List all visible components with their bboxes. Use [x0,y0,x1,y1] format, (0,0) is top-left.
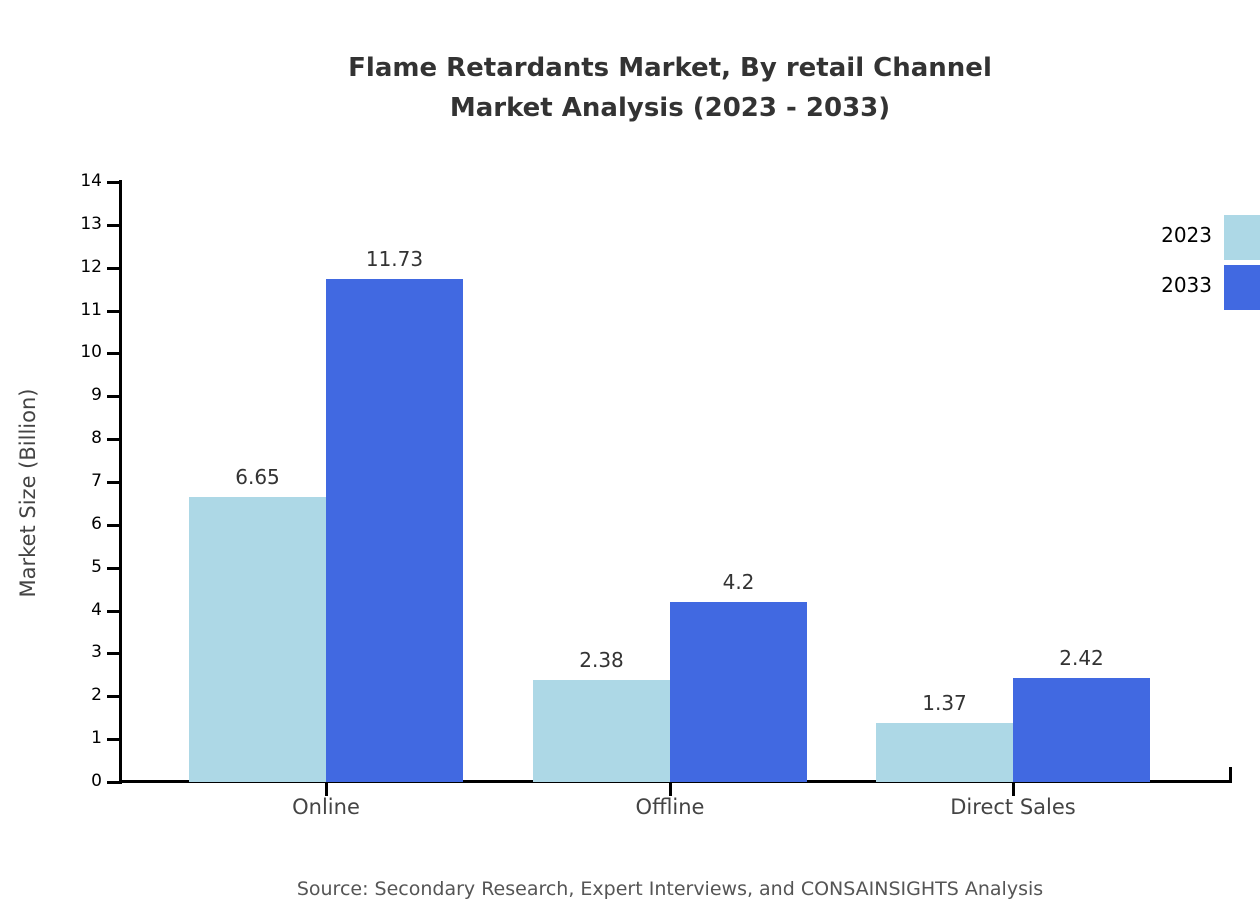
bar-value-label: 1.37 [922,691,967,716]
bar-value-label: 6.65 [235,465,280,489]
y-axis-tick-label: 7 [91,471,102,491]
y-axis-tick-label: 14 [80,171,102,191]
y-axis-tick-label: 12 [80,256,102,277]
bars-layer: 6.65 11.73 2.38 4.2 1.37 2.42 [0,182,1260,782]
chart-title-line-2: Market Analysis (2023 - 2033) [449,93,891,123]
y-axis-tick-label: 4 [91,599,102,620]
legend-item-2033[interactable]: 2033 [1120,265,1260,315]
chart-legend: 2023 2033 [1120,215,1260,315]
bar-value-label: 2.42 [1059,646,1104,671]
bar-offline-2033 [670,602,807,782]
y-axis-tick-label: 11 [80,299,102,320]
y-axis-spine [119,180,122,784]
y-axis-tick [107,181,120,184]
y-axis-tick [107,652,120,656]
y-axis-tick [107,266,120,270]
y-axis-tick-label: 8 [91,428,102,449]
y-axis-tick [107,738,120,742]
legend-item-2023[interactable]: 2023 [1120,215,1260,265]
y-axis-tick-label: 9 [91,385,102,406]
y-axis-tick-label: 1 [91,728,102,749]
legend-label: 2033 [1161,273,1212,297]
bar-offline-2023 [533,680,670,782]
y-axis-tick [107,609,120,613]
x-axis-tick-label: Direct Sales [950,795,1076,819]
bar-online-2023 [189,497,326,782]
y-axis-tick [107,223,120,227]
chart-title: Flame Retardants Market, By retail Chann… [0,48,1260,128]
bar-direct-sales-2033 [1013,678,1150,782]
y-axis-tick [107,566,120,570]
y-axis-tick [107,695,120,699]
y-axis-tick [107,309,120,313]
legend-swatch [1224,215,1260,260]
y-axis-tick [107,352,120,356]
source-note: Source: Secondary Research, Expert Inter… [296,878,1044,900]
y-axis-tick-label: 6 [91,513,102,534]
y-axis-tick-label: 3 [91,642,102,663]
y-axis-tick [107,523,120,527]
x-axis-tick [325,783,328,796]
bar-value-label: 4.2 [722,570,755,594]
y-axis-tick [107,481,120,484]
x-axis-tick [669,783,672,796]
y-axis-tick-label: 10 [80,342,102,363]
y-axis-tick [107,395,120,399]
bar-direct-sales-2023 [876,723,1013,782]
y-axis-tick [107,781,120,784]
x-axis-tick-label: Online [292,795,360,819]
y-axis-tick-label: 0 [91,771,102,791]
bar-online-2033 [326,279,463,782]
x-axis-end-tick [1229,767,1232,783]
legend-swatch [1224,265,1260,310]
y-axis-tick-label: 2 [91,685,102,706]
y-axis-tick [107,438,120,442]
y-axis-tick-label: 13 [80,213,102,234]
legend-label: 2023 [1161,223,1212,247]
bar-value-label: 2.38 [579,648,624,672]
chart-title-line-1: Flame Retardants Market, By retail Chann… [348,53,992,83]
x-axis-tick [1012,783,1015,796]
y-axis-tick-label: 5 [91,556,102,577]
x-axis-tick-label: Offline [635,795,705,819]
bar-value-label: 11.73 [365,247,424,272]
